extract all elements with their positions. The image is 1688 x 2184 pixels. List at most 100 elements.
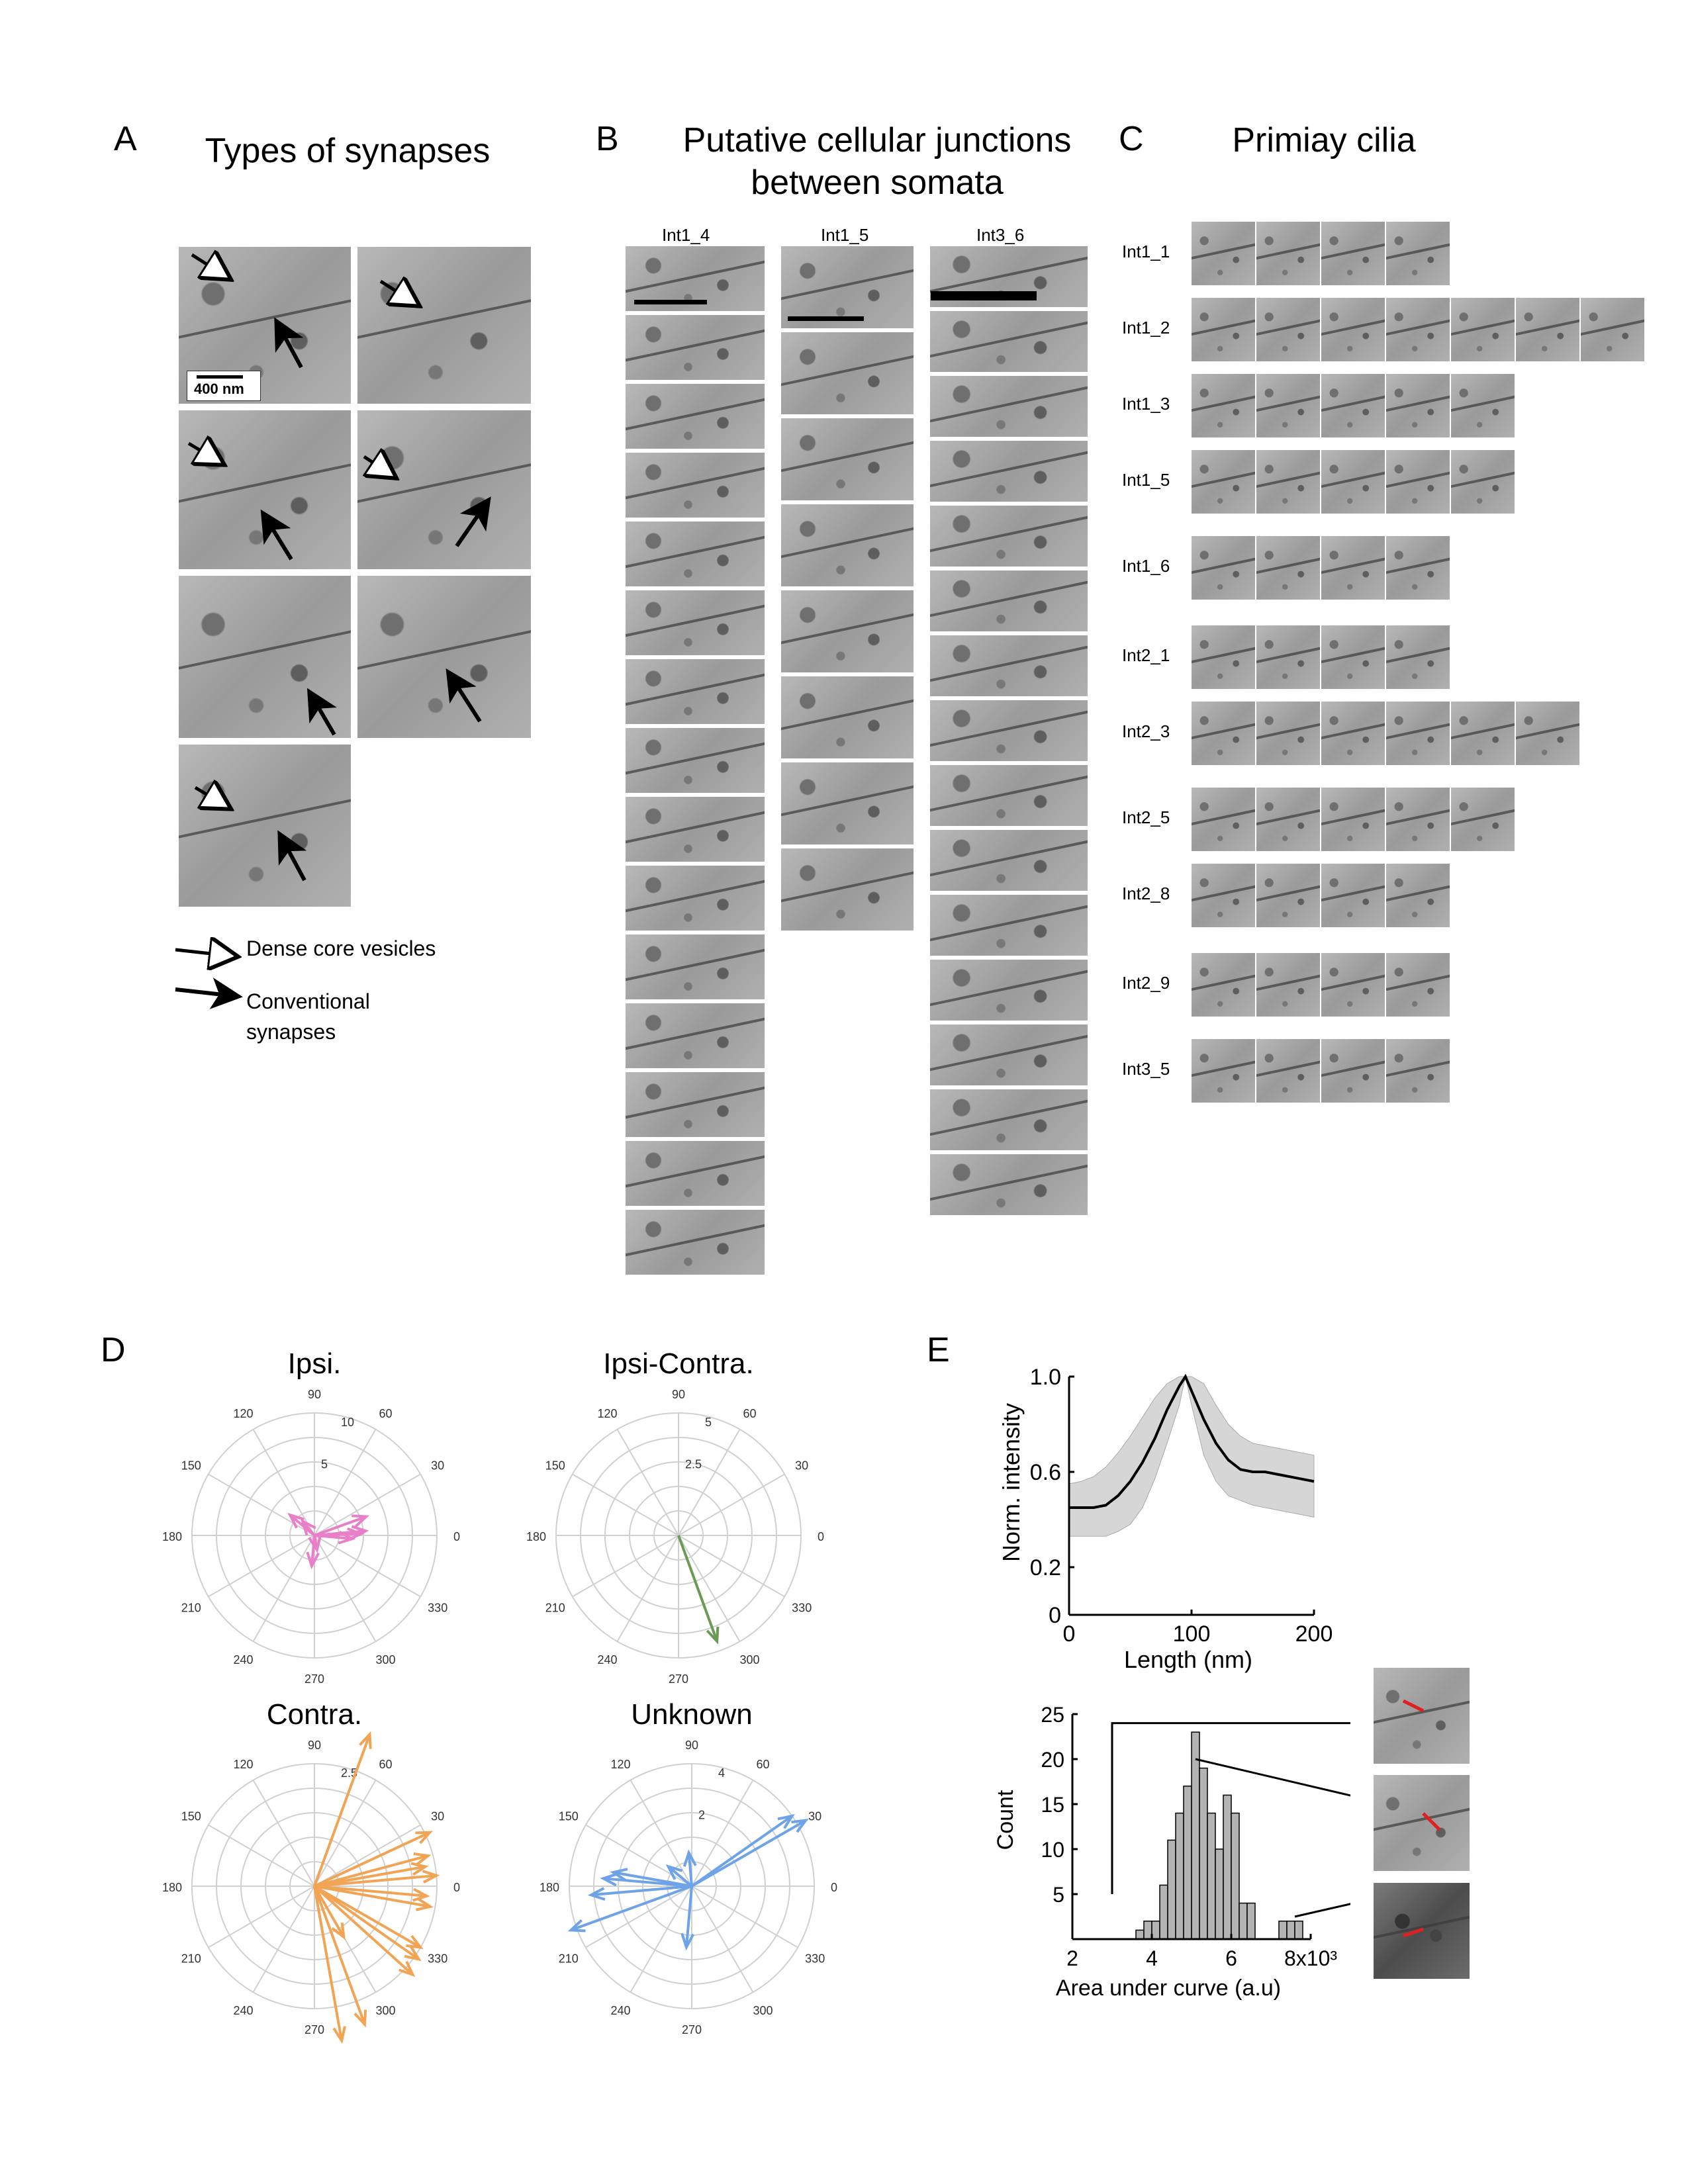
angle-tick-label: 120 [233,1407,253,1420]
em-image [1321,1039,1385,1103]
em-image [626,1210,765,1275]
direction-vector [603,1877,692,1888]
scale-bar-label: 400 nm [194,381,244,397]
em-image [930,960,1088,1021]
angle-tick-label: 0 [453,1530,460,1543]
angle-tick-label: 0 [831,1881,837,1894]
cilia-row-label: Int2_9 [1122,973,1170,993]
scale-bar: 400 nm [187,371,261,401]
direction-vector [313,1885,346,1938]
em-image [781,676,914,758]
scale-bar [788,316,864,321]
direction-vector [677,1535,719,1642]
em-image [626,315,765,380]
em-image [930,1089,1088,1150]
angle-tick-label: 90 [308,1739,321,1752]
x-tick-label: 200 [1295,1621,1333,1647]
legend-open-arrow-icon [175,950,235,956]
angle-tick-label: 30 [431,1810,444,1823]
em-image [1451,702,1515,765]
em-image [1192,450,1255,514]
em-image [930,1024,1088,1085]
panel-e-letter: E [927,1331,950,1369]
direction-vector [314,1515,367,1537]
em-image [930,441,1088,502]
em-image [1192,864,1255,927]
em-image [930,895,1088,956]
cilia-row-label: Int1_2 [1122,318,1170,338]
angle-tick-label: 330 [805,1952,825,1966]
em-image [179,745,351,907]
panel-b-title-2: between somata [751,163,1004,202]
column-label: Int1_4 [662,225,710,245]
em-image [781,418,914,500]
polar-plots: 9060300330300270240210180150120Ipsi.1059… [162,1347,837,2044]
polar-plot-title: Contra. [267,1698,362,1731]
cilia-row-label: Int1_3 [1122,394,1170,414]
em-image [930,635,1088,696]
angle-tick-label: 300 [739,1653,759,1666]
synapse-arrow [274,317,304,369]
direction-vector [314,1885,431,1908]
em-image [930,700,1088,761]
dcv-arrow [379,281,417,304]
direction-vector [313,1885,420,1960]
em-image [1451,788,1515,851]
angle-tick-label: 150 [545,1459,565,1473]
angle-tick-label: 120 [233,1758,253,1771]
em-image [1386,374,1450,437]
em-image [1321,788,1385,851]
em-image [1256,222,1320,285]
legend-synapse-label: Conventional synapses [246,989,370,1044]
angle-tick-label: 210 [545,1602,565,1615]
panel-c-letter: C [1119,120,1144,158]
em-image [1192,374,1255,437]
em-image [1386,450,1450,514]
em-image [1451,374,1515,437]
em-image [626,1003,765,1068]
em-image [1386,864,1450,927]
radial-tick-label: 2 [698,1808,705,1821]
em-image [1192,625,1255,689]
em-image [1321,953,1385,1017]
em-image [930,1154,1088,1215]
cilia-row-label: Int3_5 [1122,1059,1170,1079]
x-tick-label: 8x10³ [1284,1946,1337,1970]
y-tick-label: 5 [1053,1883,1064,1907]
cilia-row-label: Int2_1 [1122,645,1170,665]
angle-tick-label: 240 [610,2004,630,2017]
angle-tick-label: 120 [597,1407,617,1420]
angle-tick-label: 0 [453,1881,460,1894]
cilia-row-label: Int2_8 [1122,884,1170,903]
mean-line [1069,1373,1315,1509]
legend-dcv-label: Dense core vesicles [246,936,436,960]
polar-plot-title: Unknown [631,1698,752,1731]
em-image [1192,702,1255,765]
y-tick-label: 20 [1041,1748,1064,1772]
direction-vector [313,1886,366,2025]
direction-vector [314,1865,426,1888]
em-image [781,848,914,931]
em-image [781,762,914,844]
em-image [1256,864,1320,927]
angle-tick-label: 330 [428,1952,447,1966]
error-band [1068,1376,1315,1537]
em-image [781,246,914,328]
angle-tick-label: 300 [375,2004,395,2017]
em-image [1256,298,1320,361]
radial-tick-label: 10 [341,1416,354,1429]
em-image [781,332,914,414]
em-image [1256,702,1320,765]
angle-tick-label: 30 [795,1459,808,1473]
em-image [1516,702,1579,765]
em-image [626,797,765,862]
angle-tick-label: 180 [162,1530,182,1543]
cilia-row-label: Int1_5 [1122,470,1170,490]
em-image [626,590,765,655]
x-axis-label: Area under curve (a.u) [1056,1976,1281,2001]
angle-tick-label: 330 [792,1602,812,1615]
em-image [1386,298,1450,361]
angle-tick-label: 330 [428,1602,447,1615]
polar-plot-title: Ipsi-Contra. [603,1347,753,1380]
